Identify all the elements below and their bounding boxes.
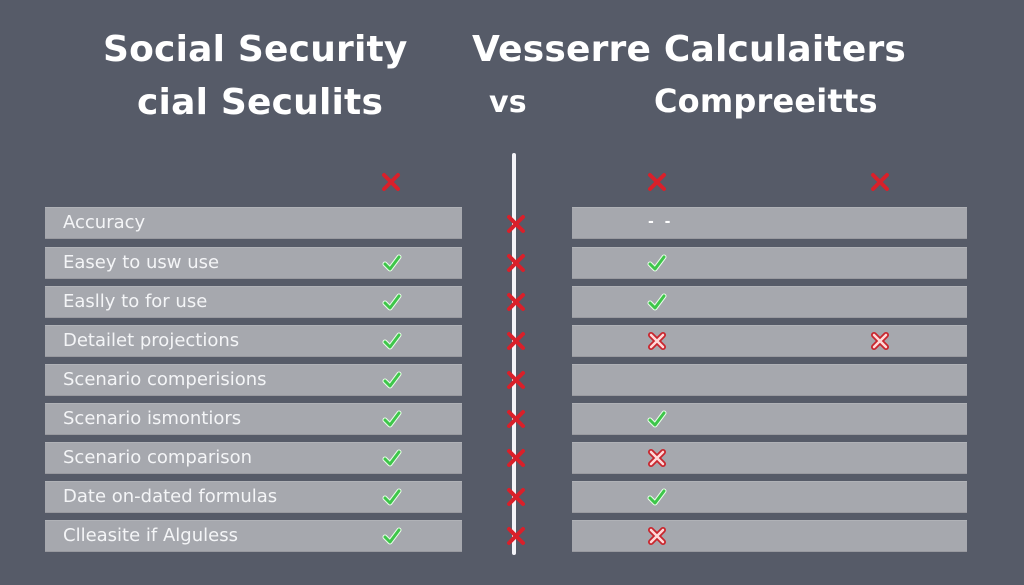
check-icon xyxy=(381,369,403,391)
check-icon xyxy=(381,330,403,352)
cross-icon xyxy=(505,447,527,469)
cross-icon xyxy=(380,171,402,193)
table-row: Easey to usw use xyxy=(45,247,462,279)
table-row xyxy=(572,403,967,435)
table-row: Accuracy xyxy=(45,207,462,239)
check-icon xyxy=(646,408,668,430)
feature-label: Scenario ismontiors xyxy=(63,408,242,429)
feature-label: Clleasite if Alguless xyxy=(63,525,238,546)
check-icon xyxy=(381,291,403,313)
cross-icon xyxy=(505,369,527,391)
cross-outline-icon xyxy=(646,447,668,469)
check-icon xyxy=(646,252,668,274)
cross-icon xyxy=(505,330,527,352)
right-title-line-2: Compreeitts xyxy=(654,82,878,120)
feature-label: Date on-dated formulas xyxy=(63,486,278,507)
table-row: Detailet projections xyxy=(45,325,462,357)
vs-label: vs xyxy=(489,85,527,120)
feature-label: Easlly to for use xyxy=(63,291,208,312)
table-row xyxy=(572,286,967,318)
table-row: Date on-dated formulas xyxy=(45,481,462,513)
table-row: Easlly to for use xyxy=(45,286,462,318)
cross-icon xyxy=(505,252,527,274)
table-row: Scenario ismontiors xyxy=(45,403,462,435)
feature-label: Scenario comperisions xyxy=(63,369,267,390)
cross-icon xyxy=(646,171,668,193)
cross-outline-icon xyxy=(646,525,668,547)
feature-label: Detailet projections xyxy=(63,330,240,351)
table-row xyxy=(572,442,967,474)
right-title-line-1: Vesserre Calculaiters xyxy=(472,29,907,70)
cross-outline-icon xyxy=(646,330,668,352)
table-row: Scenario comparison xyxy=(45,442,462,474)
table-row: Clleasite if Alguless xyxy=(45,520,462,552)
table-row: - - xyxy=(572,207,967,239)
cross-icon xyxy=(869,171,891,193)
check-icon xyxy=(381,252,403,274)
vertical-divider xyxy=(512,153,516,555)
left-title-line-1: Social Security xyxy=(103,29,408,70)
check-icon xyxy=(381,408,403,430)
table-row xyxy=(572,520,967,552)
table-row xyxy=(572,481,967,513)
feature-label: Scenario comparison xyxy=(63,447,253,468)
check-icon xyxy=(646,486,668,508)
cross-icon xyxy=(505,408,527,430)
check-icon xyxy=(646,291,668,313)
feature-label: Accuracy xyxy=(63,212,146,233)
cross-outline-icon xyxy=(869,330,891,352)
left-title-line-2: cial Seculits xyxy=(137,82,384,123)
check-icon xyxy=(381,525,403,547)
table-row: Scenario comperisions xyxy=(45,364,462,396)
table-row xyxy=(572,247,967,279)
table-row xyxy=(572,325,967,357)
cross-icon xyxy=(505,213,527,235)
placeholder-dots: - - xyxy=(648,214,674,230)
cross-icon xyxy=(505,525,527,547)
table-row xyxy=(572,364,967,396)
cross-icon xyxy=(505,291,527,313)
cross-icon xyxy=(505,486,527,508)
feature-label: Easey to usw use xyxy=(63,252,220,273)
check-icon xyxy=(381,447,403,469)
check-icon xyxy=(381,486,403,508)
